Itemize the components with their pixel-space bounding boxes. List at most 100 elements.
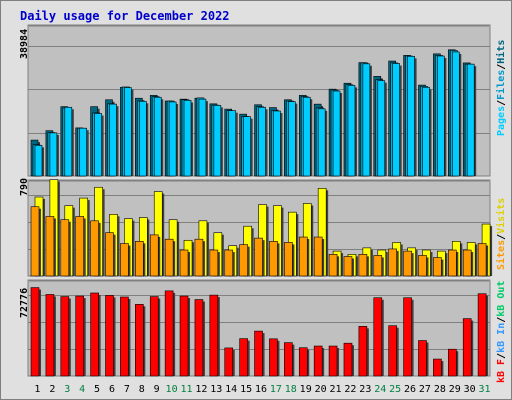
sites-bar bbox=[60, 219, 70, 277]
x-tick-label: 1 bbox=[34, 384, 40, 395]
sites-bar bbox=[373, 255, 383, 277]
kbin-bar bbox=[343, 342, 353, 377]
pages-bar bbox=[422, 86, 430, 177]
sites-bar bbox=[388, 248, 397, 277]
kbin-bar bbox=[60, 296, 70, 377]
chart-title: Daily usage for December 2022 bbox=[20, 9, 230, 23]
kbin-bar bbox=[477, 293, 487, 377]
kbin-bar bbox=[90, 292, 99, 377]
kbin-bar bbox=[120, 296, 129, 377]
kbin-bar bbox=[313, 345, 323, 377]
sites-bar bbox=[298, 236, 308, 277]
sites-bar bbox=[105, 232, 114, 277]
pages-bar bbox=[377, 80, 386, 177]
sites-bar bbox=[224, 249, 234, 277]
sites-bar bbox=[45, 216, 55, 277]
kbin-bar bbox=[269, 338, 278, 377]
pages-bar bbox=[139, 101, 147, 177]
sites-bar bbox=[90, 220, 99, 277]
sites-bar bbox=[135, 241, 144, 277]
kbin-bar bbox=[179, 295, 189, 377]
sites-bar bbox=[284, 242, 293, 277]
sites-bar bbox=[209, 249, 219, 277]
pages-bar bbox=[213, 105, 222, 177]
kbin-bar bbox=[358, 326, 368, 377]
sites-bar bbox=[120, 243, 129, 277]
pages-bar bbox=[49, 132, 58, 177]
legend-sep: / bbox=[496, 99, 507, 106]
kbin-bar bbox=[373, 297, 383, 377]
legend-kbf: kB F bbox=[496, 358, 507, 383]
pages-bar bbox=[94, 113, 102, 177]
pages-bar bbox=[437, 55, 445, 177]
pages-bar bbox=[183, 100, 192, 177]
pages-bar bbox=[302, 96, 311, 177]
kbin-bar bbox=[164, 290, 174, 377]
legend-kbin: kB In bbox=[496, 322, 507, 353]
x-tick-label: 11 bbox=[180, 384, 192, 395]
pages-bar bbox=[109, 103, 117, 177]
x-tick-label: 6 bbox=[109, 384, 115, 395]
x-tick-label: 8 bbox=[139, 384, 145, 395]
pages-bar bbox=[362, 63, 371, 177]
pages-bar bbox=[392, 63, 400, 177]
kbin-bar bbox=[194, 299, 204, 377]
kbin-bar bbox=[30, 287, 40, 377]
pages-bar bbox=[124, 87, 132, 177]
sites-bar bbox=[462, 249, 472, 277]
x-tick-label: 12 bbox=[195, 384, 207, 395]
sites-bar bbox=[418, 255, 427, 277]
x-tick-label: 16 bbox=[255, 384, 267, 395]
x-tick-label: 20 bbox=[315, 384, 327, 395]
pages-bar bbox=[153, 96, 162, 177]
kbin-bar bbox=[105, 295, 114, 377]
x-tick-label: 5 bbox=[94, 384, 100, 395]
x-tick-label: 4 bbox=[79, 384, 85, 395]
kbin-bar bbox=[149, 296, 159, 377]
x-tick-label: 19 bbox=[300, 384, 312, 395]
sites-bar bbox=[194, 238, 204, 277]
x-tick-label: 17 bbox=[270, 384, 282, 395]
pages-bar bbox=[317, 108, 326, 177]
sites-bar bbox=[149, 234, 159, 277]
sites-bar bbox=[477, 243, 487, 277]
pages-bar bbox=[332, 90, 341, 177]
kbin-bar bbox=[462, 318, 472, 377]
x-tick-label: 28 bbox=[434, 384, 446, 395]
x-tick-label: 13 bbox=[210, 384, 222, 395]
kbin-bar bbox=[45, 294, 55, 377]
kbin-bar bbox=[328, 345, 338, 377]
legend-kbout: kB Out bbox=[496, 280, 507, 317]
sites-bar bbox=[239, 244, 248, 277]
x-tick-label: 29 bbox=[449, 384, 461, 395]
legend-sep: / bbox=[496, 233, 507, 240]
pages-bar bbox=[34, 145, 43, 177]
x-tick-label: 9 bbox=[154, 384, 160, 395]
legend-pages: Pages bbox=[496, 105, 507, 136]
pages-bar bbox=[228, 110, 237, 177]
x-tick-label: 25 bbox=[389, 384, 401, 395]
kbin-bar bbox=[75, 295, 85, 377]
x-tick-label: 21 bbox=[329, 384, 341, 395]
kbin-bar bbox=[298, 347, 308, 377]
kbin-bar bbox=[239, 338, 248, 377]
x-tick-label: 26 bbox=[404, 384, 416, 395]
legend-sep: / bbox=[496, 352, 507, 359]
sites-bar bbox=[328, 254, 338, 277]
kbin-bar bbox=[224, 347, 234, 377]
x-tick-label: 14 bbox=[225, 384, 237, 395]
pages-bar bbox=[288, 101, 296, 177]
x-tick-label: 30 bbox=[464, 384, 476, 395]
pages-bar bbox=[168, 101, 177, 177]
sites-bar bbox=[254, 237, 263, 277]
legend-sep: / bbox=[496, 316, 507, 323]
sites-bar bbox=[433, 257, 442, 277]
sites-bar bbox=[343, 256, 353, 277]
sites-bar bbox=[164, 238, 174, 277]
kbin-bar bbox=[209, 294, 219, 377]
sites-bar bbox=[179, 249, 189, 277]
x-tick-label: 3 bbox=[64, 384, 70, 395]
pages-bar bbox=[273, 110, 281, 177]
legend-files: Files bbox=[496, 69, 507, 100]
kbin-bar bbox=[254, 330, 263, 377]
